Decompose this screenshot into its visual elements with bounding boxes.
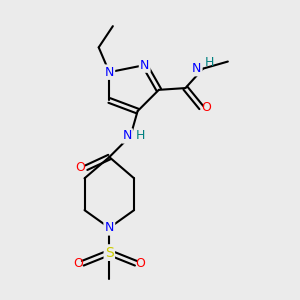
Text: N: N: [122, 129, 132, 142]
Text: O: O: [75, 161, 85, 174]
Text: S: S: [105, 246, 114, 260]
Text: N: N: [105, 221, 114, 234]
Text: N: N: [192, 62, 201, 75]
Text: N: N: [140, 58, 149, 72]
Text: O: O: [135, 257, 145, 270]
Text: N: N: [105, 66, 114, 79]
Text: H: H: [205, 56, 214, 69]
Text: O: O: [74, 257, 83, 270]
Text: H: H: [135, 129, 145, 142]
Text: O: O: [202, 101, 212, 114]
